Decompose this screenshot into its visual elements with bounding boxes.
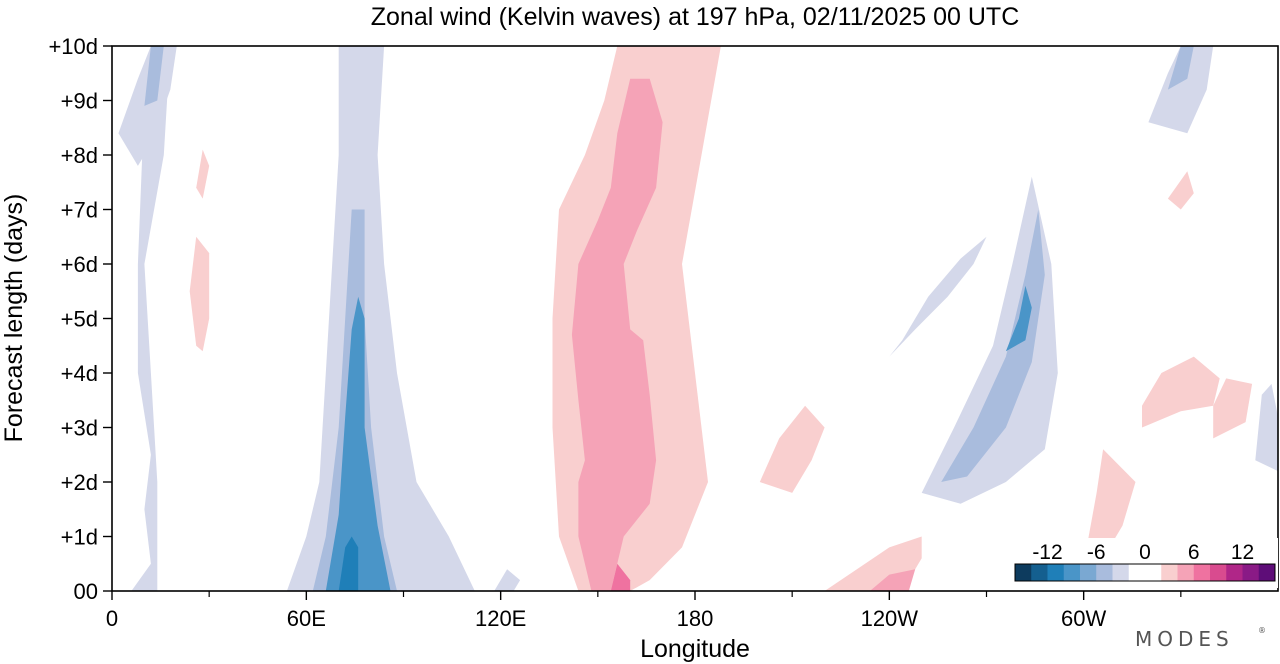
y-tick-label: +2d — [61, 470, 98, 495]
y-tick-label: +9d — [61, 89, 98, 114]
easterly-anomaly-region-5 — [889, 236, 987, 357]
x-tick-label: 120E — [475, 606, 526, 631]
colorbar-swatch — [1128, 564, 1146, 581]
westerly-anomaly-region-25 — [610, 563, 631, 591]
colorbar-swatch — [1112, 564, 1130, 581]
easterly-anomaly-region-23 — [325, 296, 391, 591]
x-tick-label: 0 — [106, 606, 118, 631]
colorbar-swatch — [1096, 564, 1113, 581]
colorbar-label: 6 — [1188, 541, 1200, 564]
y-axis-label: Forecast length (days) — [0, 194, 28, 443]
colorbar-label: 0 — [1139, 541, 1151, 564]
westerly-anomaly-region-14 — [1213, 378, 1253, 439]
easterly-anomaly-region-4 — [921, 176, 1058, 504]
colorbar-swatch — [1226, 564, 1243, 581]
x-tick-label: 60W — [1061, 606, 1106, 631]
easterly-anomaly-region-19 — [941, 209, 1045, 482]
westerly-anomaly-region-12 — [1083, 449, 1136, 564]
y-tick-label: +7d — [61, 198, 98, 223]
chart-title: Zonal wind (Kelvin waves) at 197 hPa, 02… — [371, 3, 1020, 31]
easterly-anomaly-region-6 — [1148, 46, 1214, 134]
y-tick-label: +5d — [61, 307, 98, 332]
colorbar-legend: -12 -6 0 6 12 — [1012, 538, 1278, 588]
y-tick-label: +8d — [61, 143, 98, 168]
westerly-anomaly-region-22 — [869, 569, 916, 591]
x-tick-label: 120W — [861, 606, 919, 631]
y-tick-label: +1d — [61, 525, 98, 550]
colorbar-swatch — [1063, 564, 1081, 581]
colorbar-swatch — [1015, 564, 1032, 581]
westerly-anomaly-region-13 — [1142, 356, 1220, 428]
registered-mark: ® — [1258, 626, 1266, 635]
colorbar-frame — [1014, 563, 1276, 582]
easterly-anomaly-region-24 — [1005, 285, 1032, 352]
colorbar-label: -6 — [1087, 541, 1106, 564]
easterly-anomaly-region-7 — [1255, 383, 1278, 472]
x-tick-label: 60E — [287, 606, 326, 631]
easterly-anomaly-region-26 — [338, 536, 359, 591]
westerly-anomaly-region-9 — [196, 149, 210, 199]
colorbar-swatch — [1242, 564, 1260, 581]
westerly-anomaly-region-15 — [1167, 171, 1194, 210]
easterly-anomaly-region-20 — [1167, 46, 1194, 90]
westerly-anomaly-region-8 — [189, 236, 210, 352]
modes-logo: MODES — [1135, 627, 1234, 651]
y-tick-label: +10d — [48, 34, 98, 59]
wind-contour-fills — [118, 46, 1278, 591]
colorbar-label: -12 — [1032, 541, 1062, 564]
x-tick-label: 180 — [677, 606, 714, 631]
westerly-anomaly-region-21 — [571, 78, 663, 591]
colorbar-swatch — [1161, 564, 1178, 581]
easterly-anomaly-region-3 — [494, 569, 521, 591]
easterly-anomaly-region-2 — [286, 46, 475, 591]
colorbar-swatch — [1210, 564, 1227, 581]
colorbar-swatch — [1031, 564, 1048, 581]
easterly-anomaly-region-1 — [118, 46, 177, 166]
colorbar-label: 12 — [1231, 541, 1254, 564]
colorbar-swatch — [1177, 564, 1195, 581]
x-axis-label: Longitude — [640, 635, 750, 663]
y-tick-label: 00 — [74, 579, 98, 604]
easterly-anomaly-region-17 — [144, 46, 164, 106]
y-tick-label: +6d — [61, 252, 98, 277]
y-tick-label: +4d — [61, 361, 98, 386]
axes: 0 60E 120E 180 120W 60W 00 +1d +2d +3d +4d +5d +6d +7… — [48, 34, 1182, 631]
colorbar-swatch — [1080, 564, 1097, 581]
y-tick-label: +3d — [61, 416, 98, 441]
colorbar-swatch — [1193, 564, 1211, 581]
westerly-anomaly-region-16 — [759, 405, 825, 493]
colorbar-swatch — [1047, 564, 1065, 581]
colorbar-swatch — [1258, 564, 1276, 581]
colorbar-swatch — [1145, 564, 1162, 581]
